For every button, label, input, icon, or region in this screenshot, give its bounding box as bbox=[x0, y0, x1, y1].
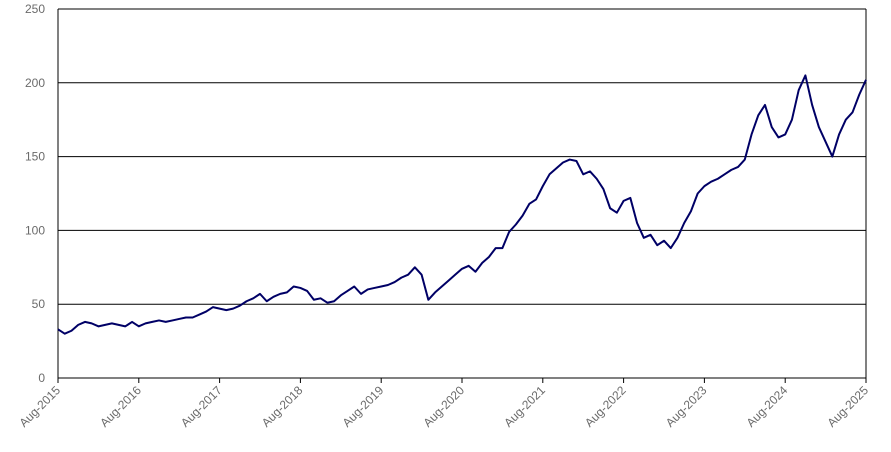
y-tick-label: 50 bbox=[32, 297, 46, 311]
x-tick-label: Aug-2025 bbox=[824, 383, 871, 430]
x-tick-label: Aug-2020 bbox=[420, 383, 467, 430]
x-tick-label: Aug-2018 bbox=[259, 383, 306, 430]
gridlines bbox=[58, 8, 866, 305]
y-tick-label: 200 bbox=[25, 76, 45, 90]
y-tick-label: 100 bbox=[25, 223, 45, 237]
y-tick-labels: 0 50 100 150 200 250 bbox=[25, 2, 45, 385]
y-tick-label: 0 bbox=[38, 371, 45, 385]
x-tick-label: Aug-2023 bbox=[663, 383, 710, 430]
series-line bbox=[57, 74, 867, 335]
y-tick-label: 250 bbox=[25, 2, 45, 16]
x-tick-label: Aug-2017 bbox=[178, 383, 225, 430]
x-tick-labels: Aug-2015 Aug-2016 Aug-2017 Aug-2018 Aug-2019… bbox=[16, 383, 871, 430]
x-tick-label: Aug-2024 bbox=[744, 383, 791, 430]
x-tick-label: Aug-2021 bbox=[501, 383, 548, 430]
y-tick-label: 150 bbox=[25, 150, 45, 164]
x-tick-label: Aug-2022 bbox=[582, 383, 629, 430]
axes bbox=[57, 9, 867, 383]
x-tick-label: Aug-2019 bbox=[340, 383, 387, 430]
x-tick-label: Aug-2015 bbox=[16, 383, 63, 430]
x-tick-label: Aug-2016 bbox=[97, 383, 144, 430]
